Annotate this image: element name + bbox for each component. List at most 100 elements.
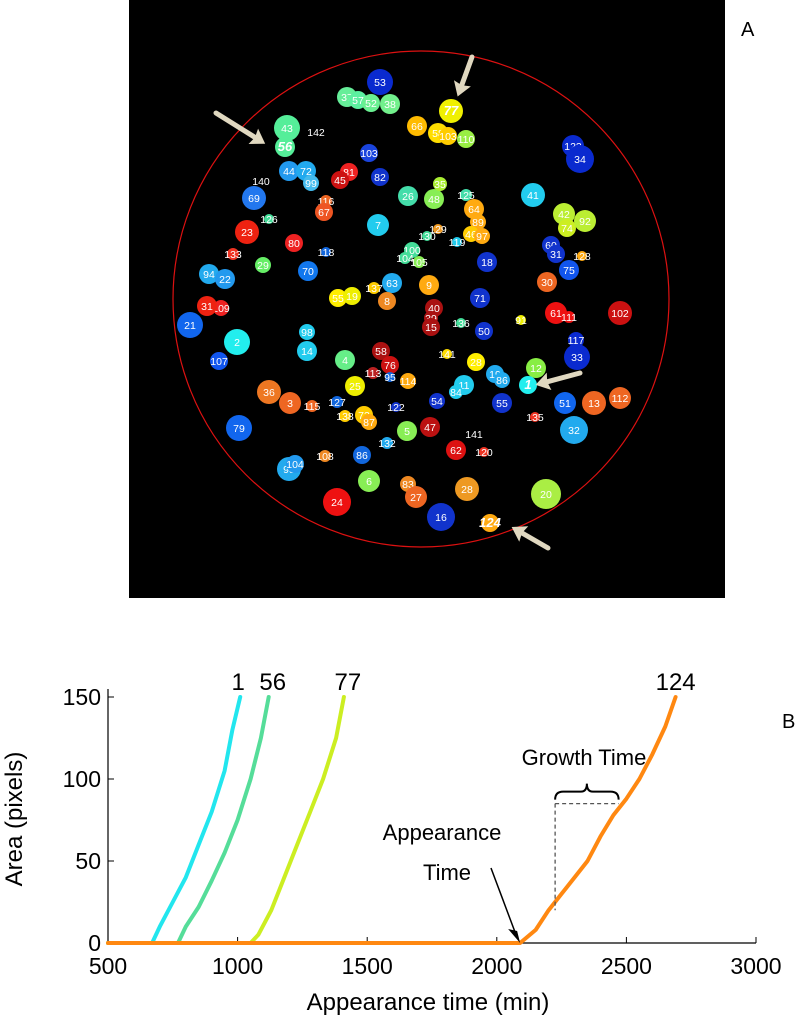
colony-label: 9	[426, 280, 432, 292]
colony-dot	[400, 373, 416, 389]
colony-dot	[419, 275, 439, 295]
colony-label: 117	[568, 335, 585, 347]
colony-label: 118	[318, 247, 335, 259]
colony-dot	[433, 177, 447, 191]
colony-label: 18	[481, 257, 493, 269]
colony-label: 12	[530, 363, 542, 375]
arrow-icon	[535, 370, 583, 390]
colony-label: 86	[356, 450, 368, 462]
colony-label: 66	[411, 121, 423, 133]
series-line	[106, 695, 243, 945]
colony-label: 129	[429, 224, 447, 236]
colony-dot	[397, 421, 417, 441]
colony-label: 7	[375, 220, 381, 232]
x-tick-label: 2500	[601, 953, 652, 979]
colony-dot	[470, 288, 490, 308]
colony-dot	[531, 479, 561, 509]
colony-label: 41	[527, 190, 539, 202]
colony-label: 58	[432, 128, 444, 140]
colony-dot	[360, 144, 378, 162]
colony-label: 24	[331, 497, 343, 509]
colony-dot	[353, 446, 371, 464]
colony-label: 122	[387, 402, 405, 414]
arrow-icon	[453, 54, 475, 97]
colony-dot	[275, 137, 295, 157]
colony-dot	[577, 251, 587, 261]
colony-label: 8	[384, 296, 390, 308]
colony-label: 140	[252, 176, 270, 188]
colony-label: 126	[260, 214, 278, 226]
colony-label: 87	[363, 417, 375, 429]
colony-dot	[362, 94, 380, 112]
colony-label: 89	[472, 217, 484, 229]
colony-label: 27	[410, 492, 422, 504]
colony-label: 77	[444, 103, 459, 118]
colony-dot	[321, 247, 331, 257]
colony-label: 6	[366, 476, 372, 488]
series-label: 56	[259, 669, 286, 696]
chart-annotations: Appearance Time Growth Time	[383, 745, 646, 943]
colony-label: 83	[402, 479, 414, 491]
colony-dot	[297, 341, 317, 361]
colony-dot	[298, 261, 318, 281]
colony-dot	[177, 312, 203, 338]
colony-dot	[306, 400, 318, 412]
colony-label: 21	[184, 320, 196, 332]
colony-label: 34	[574, 154, 586, 166]
colony-label: 31	[201, 301, 213, 313]
colony-dot	[422, 318, 440, 336]
colony-dot	[274, 115, 300, 141]
colony-dot	[424, 189, 444, 209]
colony-label: 22	[219, 274, 231, 286]
colony-label: 45	[334, 175, 346, 187]
petri-dish-outline	[172, 50, 670, 548]
colony-dot	[405, 486, 427, 508]
colony-dot	[470, 214, 486, 230]
colony-label: 67	[318, 207, 330, 219]
colony-dot	[467, 353, 485, 371]
colony-label: 23	[241, 227, 253, 239]
colony-label: 58	[375, 346, 387, 358]
colony-label: 13	[588, 398, 600, 410]
colony-dot	[429, 393, 445, 409]
colony-label: 138	[336, 411, 354, 423]
colony-label: 55	[332, 293, 344, 305]
colony-label: 32	[568, 425, 580, 437]
image-background	[129, 0, 725, 598]
colony-label: 135	[526, 412, 544, 424]
colony-label: 61	[550, 308, 562, 320]
colony-label: 127	[328, 397, 346, 409]
colonies-group: 5337575238774314256665810311012334103447…	[177, 69, 632, 532]
colony-dot	[286, 455, 304, 473]
colony-dot	[299, 324, 315, 340]
colony-dot	[574, 210, 596, 232]
colony-label: 3	[287, 398, 293, 410]
colony-label: 69	[248, 193, 260, 205]
colony-dot	[547, 245, 565, 263]
y-tick-label: 100	[63, 766, 101, 792]
appearance-time-label: Appearance	[383, 820, 502, 845]
colony-label: 19	[489, 369, 501, 381]
colony-label: 76	[384, 360, 396, 372]
colony-dot	[382, 273, 402, 293]
x-tick-label: 1000	[212, 953, 263, 979]
colony-label: 137	[365, 283, 383, 295]
colony-dot	[264, 214, 274, 224]
colony-label: 11	[459, 380, 470, 392]
colony-label: 38	[384, 99, 396, 111]
colony-label: 94	[203, 269, 215, 281]
colony-label: 79	[233, 423, 245, 435]
y-tick-label: 0	[88, 930, 101, 956]
colony-dot	[385, 372, 395, 382]
colony-label: 113	[365, 368, 382, 380]
arrow-icon	[511, 526, 551, 551]
colony-label: 35	[434, 179, 446, 191]
colony-dot	[420, 417, 440, 437]
colony-label: 104	[396, 253, 414, 265]
colony-label: 47	[424, 422, 436, 434]
colony-dot	[455, 477, 479, 501]
colony-dot	[235, 220, 259, 244]
colony-label: 99	[305, 178, 317, 190]
colony-label: 120	[475, 447, 493, 459]
x-tick-label: 2000	[471, 953, 522, 979]
